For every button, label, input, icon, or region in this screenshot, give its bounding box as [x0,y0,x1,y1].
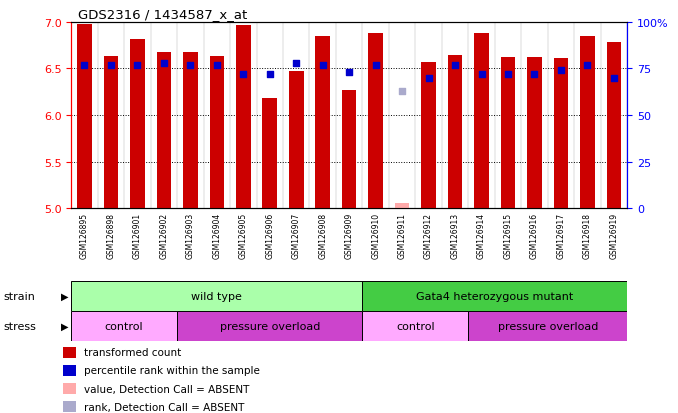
Text: GSM126910: GSM126910 [371,213,380,259]
Bar [315,37,330,209]
Point [264,71,275,78]
Text: GSM126911: GSM126911 [397,213,407,259]
FancyBboxPatch shape [363,281,627,311]
FancyBboxPatch shape [177,311,363,341]
Bar [474,34,489,209]
Text: GSM126905: GSM126905 [239,213,247,259]
Text: stress: stress [3,321,36,331]
Text: GSM126895: GSM126895 [80,213,89,259]
Text: pressure overload: pressure overload [220,321,320,331]
Text: GSM126906: GSM126906 [265,213,274,259]
Text: GSM126912: GSM126912 [424,213,433,259]
Text: GSM126915: GSM126915 [504,213,513,259]
Bar [104,57,118,209]
Point [582,62,593,69]
Text: GSM126907: GSM126907 [292,213,301,259]
Text: control: control [396,321,435,331]
Text: Gata4 heterozygous mutant: Gata4 heterozygous mutant [416,291,574,301]
Text: strain: strain [3,291,35,301]
Bar [501,58,515,209]
Bar [447,56,462,209]
Text: GSM126918: GSM126918 [583,213,592,259]
Point [106,62,117,69]
Text: GSM126903: GSM126903 [186,213,195,259]
Bar [130,40,144,209]
Text: rank, Detection Call = ABSENT: rank, Detection Call = ABSENT [84,402,245,412]
Text: GSM126909: GSM126909 [344,213,354,259]
Point [212,62,222,69]
Point [79,62,90,69]
Bar [63,383,76,394]
Text: GSM126902: GSM126902 [159,213,168,259]
Point [423,75,434,82]
Bar [368,34,383,209]
Text: GSM126908: GSM126908 [318,213,327,259]
FancyBboxPatch shape [363,311,468,341]
Point [291,60,302,67]
Bar [262,99,277,209]
Text: GSM126914: GSM126914 [477,213,486,259]
Point [238,71,249,78]
Text: GSM126913: GSM126913 [451,213,460,259]
Text: value, Detection Call = ABSENT: value, Detection Call = ABSENT [84,384,250,394]
Point [450,62,460,69]
Bar [63,401,76,412]
Point [159,60,170,67]
Text: pressure overload: pressure overload [498,321,598,331]
Text: GSM126901: GSM126901 [133,213,142,259]
Point [317,62,328,69]
Bar [63,366,76,376]
Bar [527,58,542,209]
Point [132,62,143,69]
Bar [342,91,357,209]
Point [608,75,619,82]
Bar [157,52,171,209]
Text: percentile rank within the sample: percentile rank within the sample [84,366,260,375]
Text: GDS2316 / 1434587_x_at: GDS2316 / 1434587_x_at [78,8,247,21]
Bar [183,52,197,209]
Point [370,62,381,69]
Bar [236,26,251,209]
Bar [421,63,436,209]
Bar [554,59,568,209]
Point [476,71,487,78]
Text: GSM126904: GSM126904 [212,213,221,259]
FancyBboxPatch shape [71,281,363,311]
Point [529,71,540,78]
FancyBboxPatch shape [71,311,177,341]
FancyBboxPatch shape [468,311,627,341]
Bar [580,37,595,209]
Bar [63,347,76,358]
Point [185,62,196,69]
Point [502,71,513,78]
Text: wild type: wild type [191,291,242,301]
Bar [77,25,92,209]
Bar [395,203,410,209]
Bar [607,43,621,209]
Point [555,68,566,74]
Text: transformed count: transformed count [84,347,182,358]
Text: ▶: ▶ [61,291,68,301]
Point [397,88,407,95]
Text: GSM126919: GSM126919 [610,213,618,259]
Text: ▶: ▶ [61,321,68,331]
Bar [289,72,304,209]
Point [344,70,355,76]
Bar [210,57,224,209]
Text: GSM126917: GSM126917 [557,213,565,259]
Text: GSM126898: GSM126898 [106,213,115,259]
Text: control: control [105,321,144,331]
Text: GSM126916: GSM126916 [530,213,539,259]
